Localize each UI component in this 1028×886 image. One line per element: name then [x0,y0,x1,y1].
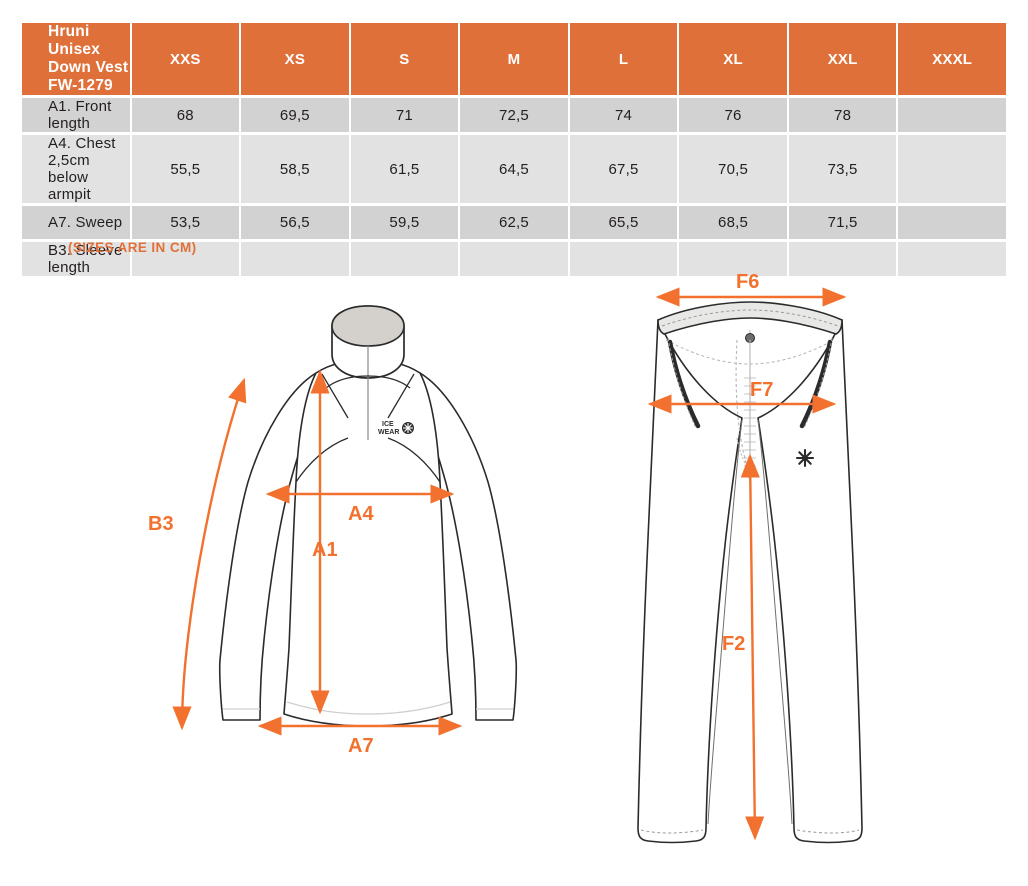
cell-value: 69,5 [241,98,349,132]
cell-value: 70,5 [679,135,787,203]
cell-value [898,206,1006,239]
cell-value [679,242,787,276]
measurement-label: B3. Sleeve length [22,242,130,276]
measure-arrow-f2: F2 [722,453,765,841]
product-title: Hruni Unisex Down Vest FW-1279 [22,23,130,95]
cell-value: 61,5 [350,135,459,203]
pocket-right [799,337,833,429]
measurement-label: A7. Sweep [22,206,130,239]
measure-label-a1: A1 [312,539,338,561]
cell-value: 73,5 [788,135,897,203]
cell-value [350,242,459,276]
cell-value: 53,5 [131,206,240,239]
size-chart-header: Hruni Unisex Down Vest FW-1279 XXS XS S … [22,23,1006,95]
measure-arrow-f7: F7 [647,379,837,414]
cell-value [898,242,1006,276]
ice-wear-logo: ICE WEAR [378,421,414,436]
cell-value: 72,5 [460,98,568,132]
cell-value [131,242,240,276]
cell-value [788,242,897,276]
table-row: A1. Front length 68 69,5 71 72,5 74 76 7… [22,98,1006,132]
measure-arrow-a4: A4 [265,484,455,525]
cell-value: 76 [679,98,787,132]
size-column-header-2: S [350,23,459,95]
cell-value [241,242,349,276]
cell-value: 65,5 [569,206,678,239]
measure-label-f6: F6 [736,271,759,293]
snowflake-icon [795,448,815,468]
cell-value [898,135,1006,203]
waistband [657,301,843,335]
measure-arrow-f6: F6 [655,271,847,307]
table-header-row: Hruni Unisex Down Vest FW-1279 XXS XS S … [22,23,1006,95]
size-column-header-5: XL [679,23,787,95]
svg-text:ICE: ICE [382,421,394,428]
cell-value: 78 [788,98,897,132]
size-column-header-6: XXL [788,23,897,95]
size-column-header-4: L [569,23,678,95]
table-row: A7. Sweep 53,5 56,5 59,5 62,5 65,5 68,5 … [22,206,1006,239]
size-column-header-7: XXXL [898,23,1006,95]
pullover-illustration: ICE WEAR B3 A1 A4 A7 [120,268,540,773]
cell-value: 74 [569,98,678,132]
cell-value: 56,5 [241,206,349,239]
trousers-outline [637,319,863,844]
table-row: A4. Chest 2,5cm below armpit 55,5 58,5 6… [22,135,1006,203]
measure-label-a7: A7 [348,735,374,757]
leg-hems [640,829,860,834]
cell-value: 64,5 [460,135,568,203]
collar [331,305,405,379]
size-column-header-3: M [460,23,568,95]
cell-value: 71 [350,98,459,132]
cell-value [569,242,678,276]
size-chart-body: A1. Front length 68 69,5 71 72,5 74 76 7… [22,98,1006,276]
table-row: B3. Sleeve length [22,242,1006,276]
cell-value: 59,5 [350,206,459,239]
units-note: (SIZES ARE IN CM) [68,240,197,255]
cell-value: 68 [131,98,240,132]
measurement-label: A4. Chest 2,5cm below armpit [22,135,130,203]
measure-label-f7: F7 [750,379,773,401]
measure-label-b3: B3 [148,513,174,535]
size-column-header-0: XXS [131,23,240,95]
cell-value [460,242,568,276]
pocket-left [667,337,701,429]
cell-value: 58,5 [241,135,349,203]
measurement-label: A1. Front length [22,98,130,132]
cell-value: 71,5 [788,206,897,239]
svg-text:WEAR: WEAR [378,429,399,436]
measure-label-f2: F2 [722,633,745,655]
cell-value: 67,5 [569,135,678,203]
size-column-header-1: XS [241,23,349,95]
cell-value: 62,5 [460,206,568,239]
cell-value [898,98,1006,132]
cell-value: 68,5 [679,206,787,239]
measure-arrow-a1: A1 [310,369,338,715]
trousers-illustration: F6 F7 F2 [600,268,900,873]
size-chart-table: Hruni Unisex Down Vest FW-1279 XXS XS S … [20,20,1008,279]
measure-arrow-b3: B3 [148,377,247,731]
measure-arrow-a7: A7 [257,716,463,757]
fly [735,339,751,485]
measure-label-a4: A4 [348,503,374,525]
cell-value: 55,5 [131,135,240,203]
